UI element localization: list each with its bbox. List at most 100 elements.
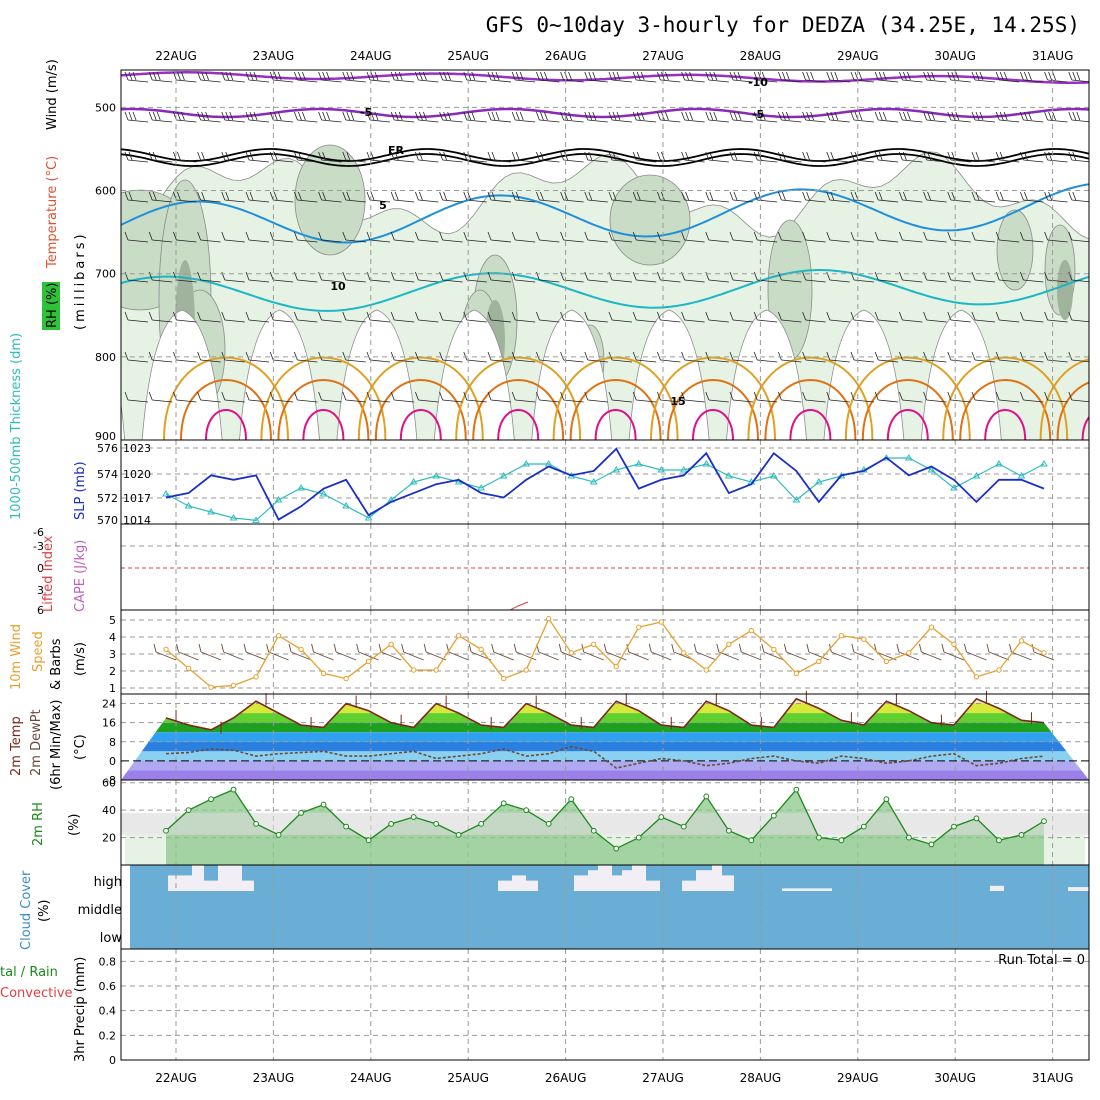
barb-shaft <box>369 319 391 323</box>
isotherm-15-7 <box>844 356 971 440</box>
lifted-index-panel: -6-3 0 3 6 Lifted Index CAPE (J/kg) <box>33 523 1090 617</box>
barb-shaft <box>587 199 608 203</box>
barb-shaft <box>999 79 1020 83</box>
barb-shaft <box>369 119 391 123</box>
barb-shaft <box>853 319 875 323</box>
cloud-cell-17 <box>712 865 722 891</box>
barb-flag <box>729 391 734 401</box>
precip-total-label: tal / Rain <box>0 965 58 980</box>
barb-flag <box>560 271 564 281</box>
barb-shaft <box>926 279 947 283</box>
barb-flag <box>733 71 738 81</box>
slp-tick-2: 1017 <box>123 492 151 505</box>
barb-flag <box>1020 351 1024 361</box>
barb-shaft <box>297 119 318 123</box>
barb-shaft <box>732 279 754 283</box>
barb-shaft <box>321 399 342 403</box>
barb-flag <box>366 311 371 321</box>
barb-flag <box>277 71 282 81</box>
barb-flag <box>584 111 589 121</box>
barb-flag <box>584 151 589 161</box>
barb-shaft <box>466 119 487 123</box>
barb-flag <box>560 231 564 241</box>
thickness-point-1 <box>184 502 193 509</box>
wind10m-point-23 <box>681 650 687 656</box>
wind10m-barb-16 <box>516 651 537 661</box>
barb-flag <box>1020 111 1024 121</box>
temp-unit: (°C) <box>73 734 88 760</box>
barb-flag <box>1072 191 1077 201</box>
barb-flag <box>419 191 423 201</box>
barb-flag <box>346 111 351 121</box>
isotherm-labels: -10 -5 FR -5 10 5 15 <box>330 76 768 408</box>
barb-flag <box>318 111 322 121</box>
barb-shaft <box>345 399 366 403</box>
rh2m-point-26 <box>748 837 755 844</box>
barb-shaft <box>539 79 560 83</box>
barb-flag <box>294 71 298 81</box>
barb-flag <box>874 391 879 401</box>
barb-flag <box>370 191 375 201</box>
rh2m-label: 2m RH <box>31 802 46 846</box>
barb-flag <box>1020 311 1024 321</box>
barb-shaft <box>127 359 149 363</box>
barb-flag <box>632 271 637 281</box>
barb-shaft <box>611 199 633 203</box>
barb-flag <box>148 231 153 241</box>
barb-flag <box>608 191 613 201</box>
barb-flag <box>878 71 883 81</box>
barb-flag <box>806 111 810 121</box>
barb-shaft <box>660 79 681 83</box>
isotherm-15-3 <box>455 356 582 440</box>
barb-shaft <box>781 359 802 363</box>
barb-flag <box>657 391 661 401</box>
barb-flag <box>443 151 447 161</box>
barb-shaft <box>829 79 850 83</box>
cloud-cell-11 <box>612 875 622 891</box>
barb-flag <box>487 111 492 121</box>
barb-flag <box>584 391 589 401</box>
barb-shaft <box>345 319 366 323</box>
barb-shaft <box>708 359 729 363</box>
barb-flag <box>1044 151 1048 161</box>
barb-shaft <box>1071 119 1089 123</box>
barb-flag <box>322 191 326 201</box>
barb-flag <box>1068 231 1073 241</box>
wind10m-barb-34 <box>921 651 942 661</box>
barb-shaft <box>297 199 318 203</box>
barb-flag <box>1044 111 1048 121</box>
barb-flag <box>249 151 254 161</box>
isotherm-5 <box>121 183 1089 244</box>
barb-flag <box>588 191 593 201</box>
wind10m-barb-tick-37 <box>986 643 990 653</box>
barb-flag <box>874 111 879 121</box>
wind10m-barb-tick-22 <box>648 643 652 653</box>
barb-flag <box>273 71 278 81</box>
barb-shaft <box>152 79 173 83</box>
barb-shaft <box>418 239 439 243</box>
barb-flag <box>705 191 710 201</box>
barb-flag <box>511 151 516 161</box>
barb-flag <box>632 351 637 361</box>
barb-shaft <box>781 239 802 243</box>
barb-flag <box>394 151 399 161</box>
thickness-point-39 <box>1040 460 1048 467</box>
barb-flag <box>269 391 274 401</box>
barb-shaft <box>853 239 875 243</box>
barb-shaft <box>152 199 173 203</box>
barb-shaft <box>950 159 971 163</box>
temp-band-8 <box>121 770 1089 780</box>
wind10m-point-30 <box>838 633 845 639</box>
barb-shaft <box>660 319 681 323</box>
barb-flag <box>181 71 185 81</box>
lifted-tick-0: -6 <box>33 526 44 539</box>
barb-flag <box>705 351 710 361</box>
rh2m-point-11 <box>410 814 417 820</box>
barb-shaft <box>732 319 754 323</box>
barb-flag <box>975 71 980 81</box>
barb-flag <box>657 231 661 241</box>
barb-flag <box>511 311 516 321</box>
barb-shaft <box>926 159 947 163</box>
wind10m-barb-tick-14 <box>468 643 472 653</box>
barb-shaft <box>466 159 487 163</box>
